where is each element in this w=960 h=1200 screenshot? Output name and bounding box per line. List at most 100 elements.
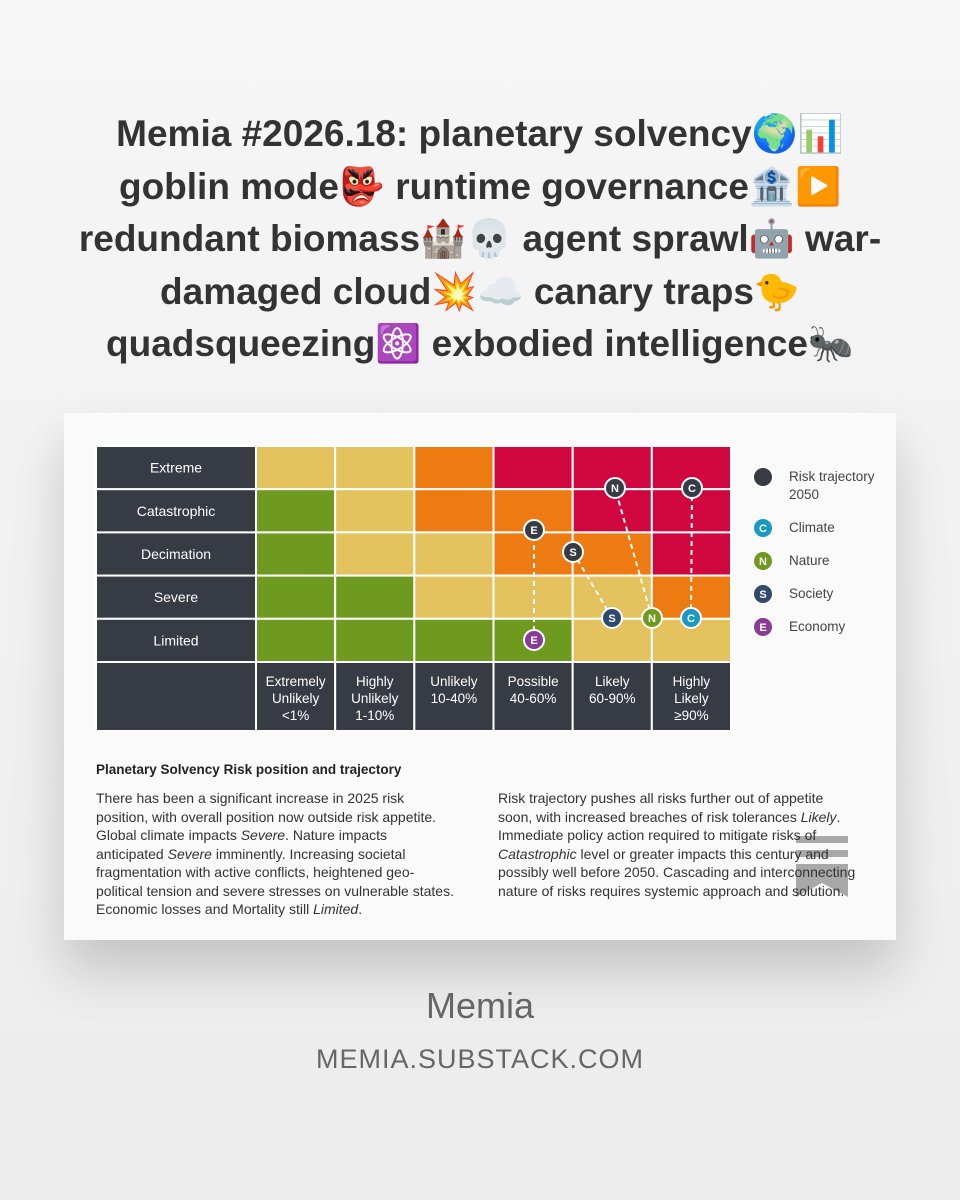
title-line: redundant biomass🏰💀 agent sprawl🤖 war- bbox=[78, 218, 882, 259]
legend-label: Risk trajectory 2050 bbox=[789, 469, 875, 502]
current-marker-letter: E bbox=[530, 635, 537, 647]
risk-cell bbox=[255, 531, 337, 577]
paragraph: Risk trajectory pushes all risks further… bbox=[498, 789, 858, 900]
column-label: Extremely bbox=[266, 674, 326, 689]
substack-icon bbox=[796, 836, 848, 897]
title-line: goblin mode👺 runtime governance🏦▶️ bbox=[118, 165, 842, 207]
column-label: Unlikely bbox=[430, 674, 478, 689]
column-label: Likely bbox=[674, 691, 709, 706]
corner-cell bbox=[95, 661, 257, 732]
trajectory-marker-letter: C bbox=[688, 483, 696, 495]
legend-label: Climate bbox=[789, 520, 835, 535]
risk-cell bbox=[334, 617, 416, 663]
risk-cell bbox=[413, 531, 495, 577]
risk-cell bbox=[255, 617, 337, 663]
column-label: Highly bbox=[356, 674, 394, 689]
column-label: Possible bbox=[508, 674, 559, 689]
paragraph-text: level or greater impacts this century an… bbox=[498, 845, 856, 899]
column-label: ≥90% bbox=[674, 708, 708, 723]
risk-cell bbox=[413, 488, 495, 534]
legend-swatch bbox=[752, 583, 774, 605]
paragraph-text: Limited bbox=[313, 901, 359, 917]
trajectory-line bbox=[690, 487, 693, 619]
risk-cell bbox=[334, 445, 416, 491]
column-label: 60-90% bbox=[589, 691, 636, 706]
trajectory-line bbox=[614, 487, 653, 619]
trajectory-marker-letter: N bbox=[611, 483, 619, 495]
column-label: Unlikely bbox=[272, 691, 320, 706]
column-label-cell bbox=[413, 661, 495, 732]
risk-cell bbox=[255, 488, 337, 534]
trajectory-marker-letter: S bbox=[569, 547, 576, 559]
column-label: 40-60% bbox=[510, 691, 557, 706]
column-label: Likely bbox=[595, 674, 630, 689]
row-label: Extreme bbox=[150, 460, 202, 476]
row-label-cell bbox=[95, 531, 257, 577]
paragraph-text: Catastrophic bbox=[498, 845, 577, 862]
row-label: Severe bbox=[154, 589, 199, 605]
legend-swatch bbox=[752, 616, 774, 638]
column-label: Unlikely bbox=[351, 691, 399, 706]
row-label: Catastrophic bbox=[137, 503, 216, 519]
paragraph-text: Severe bbox=[167, 845, 212, 862]
row-label-cell bbox=[95, 488, 257, 534]
paragraph-text: Severe bbox=[240, 827, 286, 843]
legend-label: Society bbox=[789, 586, 834, 601]
legend-swatch bbox=[752, 466, 774, 488]
column-label-cell bbox=[571, 661, 653, 732]
column-label: 10-40% bbox=[431, 691, 478, 706]
legend-swatch bbox=[752, 550, 774, 572]
legend-letter: E bbox=[759, 622, 766, 634]
current-marker bbox=[601, 607, 623, 629]
column-label-cell bbox=[650, 661, 732, 732]
risk-cell bbox=[492, 445, 574, 491]
risk-cell bbox=[413, 617, 495, 663]
footer-name: Memia bbox=[425, 985, 535, 1026]
row-label: Decimation bbox=[141, 546, 211, 562]
legend-letter: S bbox=[759, 589, 766, 601]
column-label: Highly bbox=[673, 674, 711, 689]
column-label-cell bbox=[255, 661, 337, 732]
current-marker-letter: S bbox=[608, 613, 615, 625]
current-marker-letter: C bbox=[687, 613, 695, 625]
title-line: quadsqueezing⚛️ exbodied intelligence🐜 bbox=[106, 323, 854, 364]
footer-url: MEMIA.SUBSTACK.COM bbox=[315, 1044, 645, 1074]
current-marker bbox=[641, 607, 663, 629]
legend-letter: C bbox=[759, 523, 767, 535]
current-marker bbox=[680, 607, 702, 629]
risk-cell bbox=[413, 574, 495, 620]
paragraph-text: There has been a significant increase in… bbox=[96, 790, 437, 843]
risk-cell bbox=[413, 445, 495, 491]
caption-heading: Planetary Solvency Risk position and tra… bbox=[96, 762, 402, 777]
paragraph-text: Risk trajectory pushes all risks further… bbox=[498, 790, 824, 825]
column-label: 1-10% bbox=[355, 708, 394, 723]
current-marker-letter: N bbox=[648, 613, 656, 625]
title-line: damaged cloud💥☁️ canary traps🐤 bbox=[160, 270, 800, 312]
legend-label: Nature bbox=[789, 553, 830, 568]
trajectory-marker bbox=[604, 477, 626, 499]
trajectory-line bbox=[572, 551, 613, 619]
title: Memia #2026.18: planetary solvency🌍📊 gobl… bbox=[0, 108, 960, 371]
paragraph: There has been a significant increase in… bbox=[96, 789, 456, 919]
legend-letter: N bbox=[759, 556, 767, 568]
paragraph-text: . bbox=[358, 901, 363, 917]
column-label-cell bbox=[492, 661, 574, 732]
column-label: <1% bbox=[282, 708, 309, 723]
risk-cell bbox=[255, 445, 337, 491]
title-line: Memia #2026.18: planetary solvency🌍📊 bbox=[116, 113, 844, 154]
legend-label: Economy bbox=[789, 619, 846, 634]
paragraph-text: . Nature impacts anticipated bbox=[96, 827, 388, 862]
trajectory-marker-letter: E bbox=[530, 525, 537, 537]
risk-cell bbox=[571, 531, 653, 577]
paragraph-text: . Immediate policy action required to mi… bbox=[498, 808, 841, 844]
risk-cell bbox=[255, 574, 337, 620]
legend-swatch bbox=[752, 517, 774, 539]
risk-cell bbox=[334, 488, 416, 534]
risk-cell bbox=[334, 574, 416, 620]
risk-cell bbox=[334, 531, 416, 577]
paragraph-text: imminently. Increasing societal fragment… bbox=[96, 845, 454, 918]
paragraph-text: Likely bbox=[800, 808, 837, 825]
current-marker bbox=[523, 629, 545, 651]
